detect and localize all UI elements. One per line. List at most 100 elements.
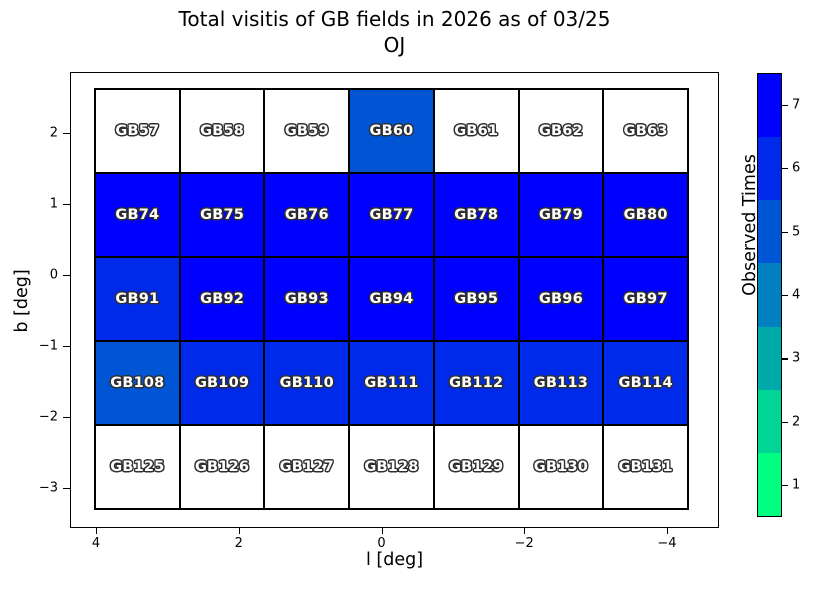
field-cell-gb79: GB79 — [518, 173, 604, 257]
colorbar-segment-level-4 — [758, 263, 781, 327]
y-tick-label: −2 — [38, 409, 58, 425]
field-label: GB92 — [200, 291, 245, 307]
x-tick-mark — [524, 528, 526, 534]
y-tick-mark — [63, 346, 70, 348]
field-label: GB110 — [279, 375, 334, 391]
x-tick-label: 2 — [234, 536, 243, 551]
field-cell-gb111: GB111 — [349, 341, 434, 425]
field-label: GB113 — [533, 375, 589, 391]
field-cell-gb61: GB61 — [433, 89, 519, 173]
colorbar-segment-level-3 — [758, 326, 781, 390]
field-cell-gb60: GB60 — [349, 89, 434, 173]
field-cell-gb97: GB97 — [603, 257, 688, 341]
field-label: GB77 — [369, 207, 414, 223]
field-label: GB59 — [284, 123, 329, 139]
y-tick-label: 1 — [49, 196, 58, 212]
field-cell-gb127: GB127 — [264, 425, 350, 509]
field-label: GB58 — [200, 123, 245, 139]
field-cell-gb58: GB58 — [179, 89, 265, 173]
field-label: GB57 — [115, 123, 160, 139]
y-tick-label: 0 — [49, 267, 58, 283]
x-tick-label: 4 — [91, 536, 101, 551]
colorbar-segment-level-2 — [758, 389, 781, 453]
field-label: GB131 — [618, 459, 673, 475]
field-grid: GB57 GB58 GB59 GB60 GB61 GB62 GB63 GB74 GB75 GB76… — [94, 88, 689, 510]
field-cell-gb91: GB91 — [95, 257, 180, 341]
field-label: GB93 — [284, 291, 329, 307]
field-cell-gb57: GB57 — [95, 89, 180, 173]
x-tick-label: 0 — [377, 536, 386, 551]
field-label: GB91 — [115, 291, 160, 307]
y-axis-label: b [deg] — [12, 269, 32, 333]
colorbar-tick-mark — [782, 168, 788, 170]
colorbar-tick-label: 2 — [792, 414, 801, 430]
field-cell-gb96: GB96 — [518, 257, 604, 341]
field-label: GB109 — [194, 375, 250, 391]
colorbar-segment-level-5 — [758, 200, 781, 264]
colorbar-segment-level-7 — [758, 74, 781, 138]
colorbar-label: Observed Times — [740, 154, 760, 296]
field-label: GB80 — [623, 207, 668, 223]
figure-title-block: Total visitis of GB fields in 2026 as of… — [70, 6, 719, 58]
x-tick-mark — [96, 528, 98, 534]
x-tick-label: −2 — [514, 536, 534, 551]
field-cell-gb112: GB112 — [433, 341, 519, 425]
colorbar-tick-mark — [782, 421, 788, 424]
y-tick-mark — [63, 488, 70, 490]
field-label: GB125 — [110, 459, 165, 475]
field-cell-gb77: GB77 — [349, 173, 434, 257]
x-tick-label: −4 — [657, 536, 677, 551]
field-cell-gb63: GB63 — [603, 89, 688, 173]
colorbar-tick-label: 1 — [792, 477, 801, 493]
y-tick-mark — [63, 133, 70, 135]
field-cell-gb126: GB126 — [179, 425, 265, 509]
colorbar-tick-mark — [782, 231, 788, 233]
y-tick-label: −1 — [38, 338, 58, 354]
field-cell-gb114: GB114 — [603, 341, 688, 425]
figure-subtitle: OJ — [383, 33, 406, 57]
field-cell-gb78: GB78 — [433, 173, 519, 257]
colorbar-tick-label: 7 — [792, 97, 801, 113]
field-cell-gb95: GB95 — [433, 257, 519, 341]
y-tick-mark — [63, 275, 70, 277]
field-cell-gb125: GB125 — [95, 425, 180, 509]
y-tick-label: −3 — [38, 480, 58, 496]
x-axis-label: l [deg] — [365, 550, 424, 570]
colorbar-segment-level-6 — [758, 137, 781, 201]
x-tick-mark — [238, 528, 240, 534]
field-label: GB78 — [454, 207, 499, 223]
colorbar-tick-label: 5 — [792, 224, 801, 240]
field-label: GB130 — [533, 459, 589, 475]
figure-title: Total visitis of GB fields in 2026 as of… — [178, 7, 611, 31]
field-label: GB75 — [200, 207, 245, 223]
colorbar-segment-level-1 — [758, 452, 781, 516]
field-label: GB76 — [284, 207, 329, 223]
field-label: GB79 — [538, 207, 583, 223]
field-label: GB111 — [364, 375, 419, 391]
field-label: GB63 — [623, 123, 668, 139]
field-cell-gb92: GB92 — [179, 257, 265, 341]
x-tick-mark — [381, 528, 383, 534]
x-tick-mark — [667, 528, 669, 534]
field-label: GB62 — [538, 123, 583, 139]
field-label: GB128 — [364, 459, 419, 475]
field-cell-gb94: GB94 — [349, 257, 434, 341]
colorbar-tick-mark — [782, 104, 788, 106]
field-cell-gb113: GB113 — [518, 341, 604, 425]
field-cell-gb74: GB74 — [95, 173, 180, 257]
field-cell-gb110: GB110 — [264, 341, 350, 425]
field-cell-gb59: GB59 — [264, 89, 350, 173]
field-cell-gb75: GB75 — [179, 173, 265, 257]
field-label: GB108 — [110, 375, 165, 391]
colorbar-tick-mark — [782, 358, 788, 360]
field-label: GB126 — [194, 459, 250, 475]
field-cell-gb93: GB93 — [264, 257, 350, 341]
y-tick-mark — [63, 417, 70, 419]
field-cell-gb109: GB109 — [179, 341, 265, 425]
field-cell-gb80: GB80 — [603, 173, 688, 257]
colorbar-tick-label: 6 — [792, 160, 801, 176]
field-label: GB60 — [369, 123, 414, 139]
field-label: GB129 — [449, 459, 504, 475]
y-tick-mark — [63, 204, 70, 206]
colorbar-tick-mark — [782, 485, 788, 487]
